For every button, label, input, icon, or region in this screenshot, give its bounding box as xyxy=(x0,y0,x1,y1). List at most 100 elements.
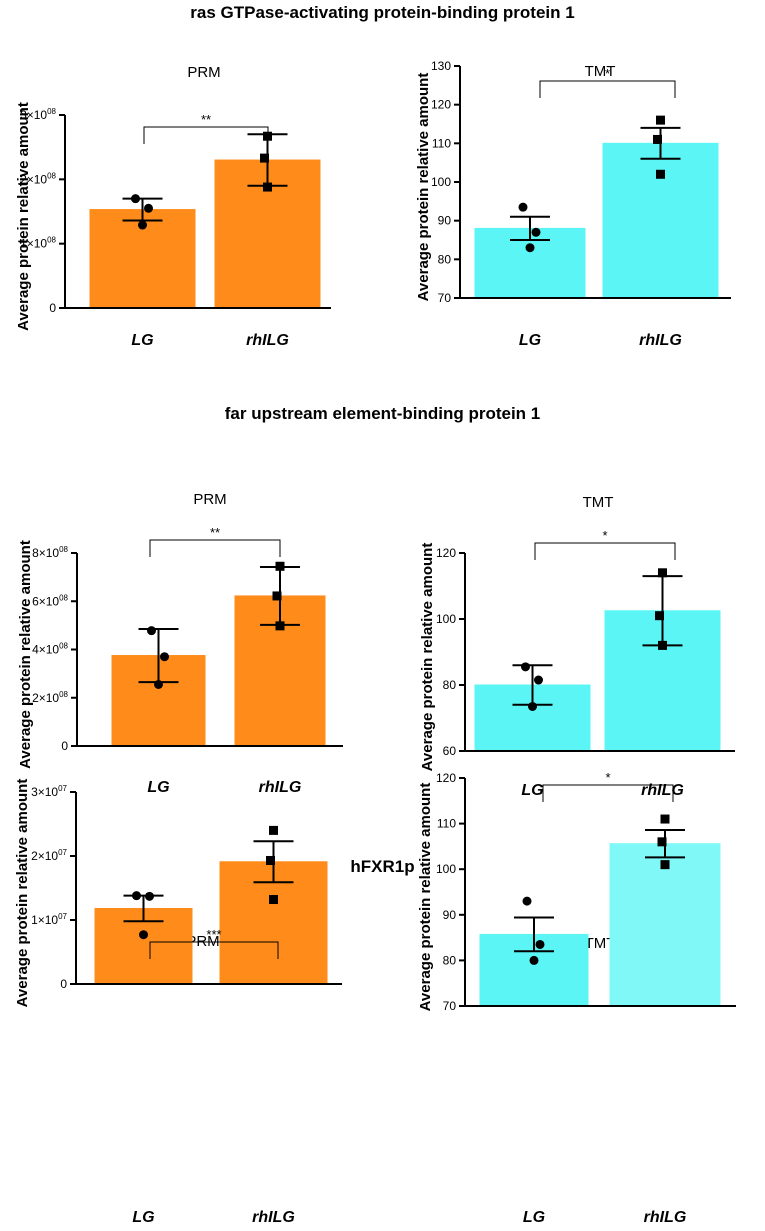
data-point-square xyxy=(658,640,667,650)
chart-4: TMT Average protein relative amount 60 80 10… xyxy=(419,494,735,799)
data-point-square xyxy=(263,182,272,192)
data-point-circle xyxy=(144,203,153,213)
y-axis-label: Average protein relative amount xyxy=(417,783,434,1012)
data-point-circle xyxy=(522,896,532,906)
y-tick-label: 120 xyxy=(436,771,456,785)
panel-title: PRM xyxy=(187,64,220,81)
y-tick-label: 2×1008 xyxy=(32,690,68,705)
data-point-circle xyxy=(147,626,156,636)
data-point-circle xyxy=(518,202,528,212)
significance-bracket xyxy=(149,941,279,959)
y-tick-label: 70 xyxy=(438,291,452,305)
data-point-square xyxy=(655,611,664,621)
y-tick-label: 2×1008 xyxy=(20,171,56,186)
bar-rhilg xyxy=(609,843,721,1007)
data-point-circle xyxy=(138,220,147,230)
significance-bracket xyxy=(143,126,269,144)
data-point-square xyxy=(653,134,662,144)
group-title-1: ras GTPase-activating protein-binding pr… xyxy=(190,3,575,22)
y-axis-label: Average protein relative amount xyxy=(419,543,436,772)
category-label-lg: LG xyxy=(131,332,153,349)
data-point-square xyxy=(660,814,670,824)
significance-label: ** xyxy=(210,525,220,540)
group-title-3: hFXR1p xyxy=(350,857,415,876)
data-point-circle xyxy=(154,679,163,689)
significance-label: *** xyxy=(206,927,221,942)
data-point-square xyxy=(660,860,670,870)
chart-2: TMT Average protein relative amount 70 80 90… xyxy=(415,59,731,349)
group-title-2: far upstream element-binding protein 1 xyxy=(224,404,541,423)
chart-6: TMT Average protein relative amount 70 80 90… xyxy=(417,770,736,1226)
category-label-lg: LG xyxy=(519,332,541,349)
data-point-square xyxy=(275,561,285,571)
category-label-rhilg: rhILG xyxy=(639,332,682,349)
data-point-circle xyxy=(145,891,154,901)
y-axis-label: Average protein relative amount xyxy=(15,102,32,331)
significance-bracket xyxy=(539,80,676,98)
data-point-square xyxy=(266,855,275,865)
y-tick-label: 90 xyxy=(438,214,452,228)
y-tick-label: 80 xyxy=(443,953,457,967)
significance-label: * xyxy=(602,528,607,543)
significance-bracket xyxy=(534,542,676,560)
data-point-circle xyxy=(131,194,140,204)
data-point-square xyxy=(658,568,667,578)
y-tick-label: 8×1008 xyxy=(32,545,68,560)
data-point-circle xyxy=(521,662,530,672)
data-point-square xyxy=(260,153,269,163)
y-axis-label: Average protein relative amount xyxy=(17,540,34,769)
y-tick-label: 1×1008 xyxy=(20,236,56,251)
y-axis-label: Average protein relative amount xyxy=(415,73,432,302)
category-label-lg: LG xyxy=(521,782,543,799)
y-tick-label: 120 xyxy=(436,546,456,560)
data-point-circle xyxy=(132,891,141,901)
data-point-circle xyxy=(535,939,545,949)
category-label-rhilg: rhILG xyxy=(644,1209,687,1226)
y-tick-label: 110 xyxy=(437,817,456,831)
chart-3: PRM Average protein relative amount 0 2×100… xyxy=(17,491,343,796)
significance-label: * xyxy=(605,770,610,785)
data-point-circle xyxy=(531,227,541,237)
bar-rhilg xyxy=(602,142,719,299)
category-label-lg: LG xyxy=(147,779,169,796)
category-label-rhilg: rhILG xyxy=(259,779,302,796)
significance-bracket xyxy=(149,539,281,557)
y-tick-label: 90 xyxy=(443,908,457,922)
chart-1: PRM Average protein relative amount 0 1×100… xyxy=(15,64,331,349)
y-tick-label: 100 xyxy=(436,612,456,626)
panel-title: TMT xyxy=(585,63,616,80)
y-tick-label: 80 xyxy=(438,252,452,266)
category-label-rhilg: rhILG xyxy=(246,332,289,349)
y-tick-label: 2×1007 xyxy=(31,848,67,863)
y-tick-label: 100 xyxy=(431,175,451,189)
category-label-rhilg: rhILG xyxy=(252,1209,295,1226)
data-point-circle xyxy=(160,652,169,662)
data-point-circle xyxy=(139,930,148,940)
data-point-square xyxy=(656,115,665,125)
y-tick-label: 120 xyxy=(431,98,451,112)
y-tick-label: 4×1008 xyxy=(32,642,68,657)
y-tick-label: 0 xyxy=(60,977,67,991)
y-tick-label: 100 xyxy=(436,862,456,876)
y-tick-label: 80 xyxy=(443,678,457,692)
data-point-square xyxy=(272,591,282,601)
y-tick-label: 110 xyxy=(432,136,451,150)
y-tick-label: 6×1008 xyxy=(32,593,68,608)
y-tick-label: 70 xyxy=(443,999,457,1013)
y-tick-label: 60 xyxy=(443,744,457,758)
data-point-circle xyxy=(529,955,539,965)
panel-title: PRM xyxy=(193,491,226,508)
data-point-square xyxy=(656,169,665,179)
panel-title: TMT xyxy=(585,935,616,952)
y-tick-label: 130 xyxy=(431,59,451,73)
y-tick-label: 1×1007 xyxy=(31,912,67,927)
y-tick-label: 3×1008 xyxy=(20,107,56,122)
category-label-lg: LG xyxy=(523,1209,545,1226)
y-axis-label: Average protein relative amount xyxy=(14,779,31,1008)
data-point-circle xyxy=(528,701,537,711)
y-tick-label: 3×1007 xyxy=(31,784,67,799)
y-tick-label: 0 xyxy=(61,739,68,753)
significance-label: ** xyxy=(201,112,211,127)
